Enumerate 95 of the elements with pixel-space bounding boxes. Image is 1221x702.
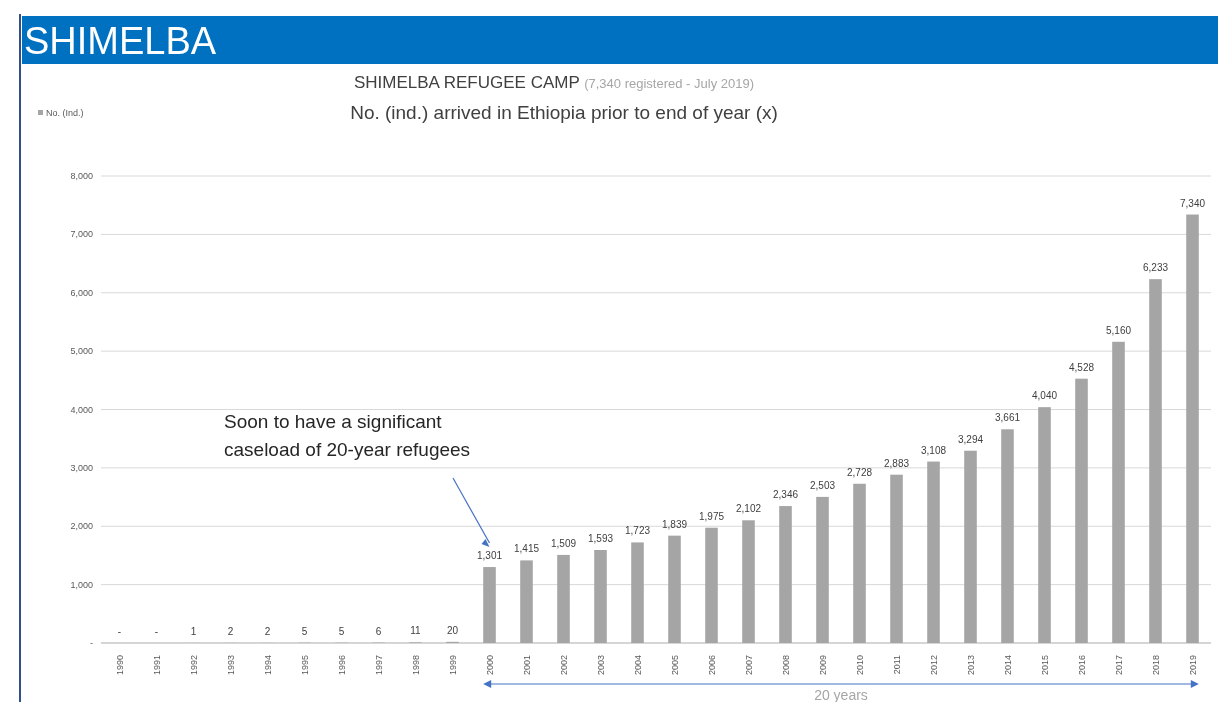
data-label: - bbox=[154, 626, 159, 637]
data-label: 3,294 bbox=[957, 433, 984, 445]
text: SHIMELBA bbox=[24, 20, 217, 62]
data-label: 2,102 bbox=[735, 503, 762, 515]
data-label: 11 bbox=[410, 625, 422, 637]
x-tick-label: 2004 bbox=[632, 655, 643, 676]
data-label: 5,160 bbox=[1105, 324, 1132, 336]
data-label: 1,593 bbox=[587, 533, 614, 545]
data-label: 2 bbox=[227, 625, 234, 637]
bar bbox=[631, 542, 644, 643]
x-tick-label: 2016 bbox=[1076, 655, 1087, 676]
chart-subtitle: No. (ind.) arrived in Ethiopia prior to end of year (x) bbox=[350, 102, 778, 123]
bar bbox=[964, 450, 977, 643]
x-tick-label: 2000 bbox=[484, 655, 495, 676]
data-label: 2,728 bbox=[846, 466, 873, 478]
x-tick-label: 2011 bbox=[891, 655, 902, 675]
x-tick-label: 1993 bbox=[225, 655, 236, 676]
bar bbox=[668, 535, 681, 643]
data-label: 1,839 bbox=[661, 518, 688, 530]
bar bbox=[1001, 429, 1014, 643]
x-tick-label: 2001 bbox=[521, 655, 532, 676]
bar bbox=[1186, 214, 1199, 643]
data-label: 4,040 bbox=[1031, 390, 1058, 402]
x-tick-label: 1991 bbox=[151, 655, 162, 676]
x-tick-label: 2015 bbox=[1039, 655, 1050, 676]
bar bbox=[483, 567, 496, 643]
data-label: 2,346 bbox=[772, 489, 799, 501]
bar bbox=[742, 520, 755, 643]
bar bbox=[1075, 378, 1088, 643]
data-label: 2,503 bbox=[809, 479, 836, 491]
x-tick-label: 2013 bbox=[965, 655, 976, 676]
y-tick-label: 6,000 bbox=[70, 287, 93, 298]
bar bbox=[1112, 341, 1125, 643]
x-tick-label: 2009 bbox=[817, 655, 828, 676]
data-label: 6 bbox=[375, 625, 382, 637]
data-label: 20 bbox=[446, 624, 459, 636]
x-tick-label: 1994 bbox=[262, 655, 273, 676]
x-tick-label: 2006 bbox=[706, 655, 717, 676]
data-label: 1,509 bbox=[550, 537, 577, 549]
x-tick-label: 1995 bbox=[299, 655, 310, 676]
data-label: 5 bbox=[301, 625, 308, 637]
data-label: 1,975 bbox=[698, 510, 725, 522]
data-label: - bbox=[117, 626, 122, 637]
data-label: 7,340 bbox=[1179, 197, 1206, 209]
bar bbox=[520, 560, 533, 643]
data-label: 5 bbox=[338, 625, 345, 637]
data-label: 1,723 bbox=[624, 525, 651, 537]
x-tick-label: 1992 bbox=[188, 655, 199, 676]
bar bbox=[890, 474, 903, 643]
annotation: Soon to have a significant caseload of 20-year refugees bbox=[224, 411, 471, 460]
x-tick-label: 2012 bbox=[928, 655, 939, 676]
data-label: 3,661 bbox=[994, 412, 1021, 424]
bar bbox=[927, 461, 940, 643]
y-tick-label: - bbox=[90, 638, 93, 648]
x-tick-label: 2019 bbox=[1187, 655, 1198, 676]
y-tick-label: 1,000 bbox=[70, 579, 93, 590]
data-label: 1,415 bbox=[513, 543, 540, 555]
bar bbox=[853, 483, 866, 643]
y-tick-label: 5,000 bbox=[70, 346, 93, 357]
legend-label: No. (Ind.) bbox=[46, 108, 84, 118]
bar bbox=[705, 527, 718, 643]
y-tick-label: 7,000 bbox=[70, 229, 93, 240]
x-tick-label: 2003 bbox=[595, 655, 606, 676]
x-tick-label: 2014 bbox=[1002, 655, 1013, 676]
data-label: 1 bbox=[190, 625, 197, 637]
data-label: 4,528 bbox=[1068, 361, 1095, 373]
x-tick-label: 2008 bbox=[780, 655, 791, 676]
chart-title: SHIMELBA REFUGEE CAMP (7,340 registered - July 2019) bbox=[353, 73, 755, 92]
text: 20 years bbox=[814, 687, 868, 702]
x-tick-label: 2010 bbox=[854, 655, 865, 676]
bar bbox=[1038, 407, 1051, 643]
bar bbox=[594, 550, 607, 643]
x-tick-label: 1990 bbox=[114, 655, 125, 676]
x-tick-label: 2005 bbox=[669, 655, 680, 676]
x-tick-label: 1996 bbox=[336, 655, 347, 676]
x-tick-label: 2018 bbox=[1150, 655, 1161, 676]
y-tick-label: 2,000 bbox=[70, 521, 93, 532]
data-label: 1,301 bbox=[476, 550, 503, 562]
x-tick-label: 1998 bbox=[410, 655, 421, 676]
y-tick-label: 3,000 bbox=[70, 462, 93, 473]
x-tick-label: 1999 bbox=[447, 655, 458, 676]
x-tick-label: 1997 bbox=[373, 655, 384, 676]
x-tick-label: 2017 bbox=[1113, 655, 1124, 676]
x-tick-label: 2002 bbox=[558, 655, 569, 676]
bar bbox=[1149, 279, 1162, 643]
data-label: 3,108 bbox=[920, 444, 947, 456]
bar bbox=[779, 506, 792, 643]
y-tick-label: 4,000 bbox=[70, 404, 93, 415]
data-label: 6,233 bbox=[1142, 262, 1169, 274]
bar bbox=[816, 496, 829, 643]
x-tick-label: 2007 bbox=[743, 655, 754, 676]
y-tick-label: 8,000 bbox=[70, 171, 93, 181]
bar bbox=[557, 554, 570, 643]
data-label: 2,883 bbox=[883, 457, 910, 469]
data-label: 2 bbox=[264, 625, 271, 637]
